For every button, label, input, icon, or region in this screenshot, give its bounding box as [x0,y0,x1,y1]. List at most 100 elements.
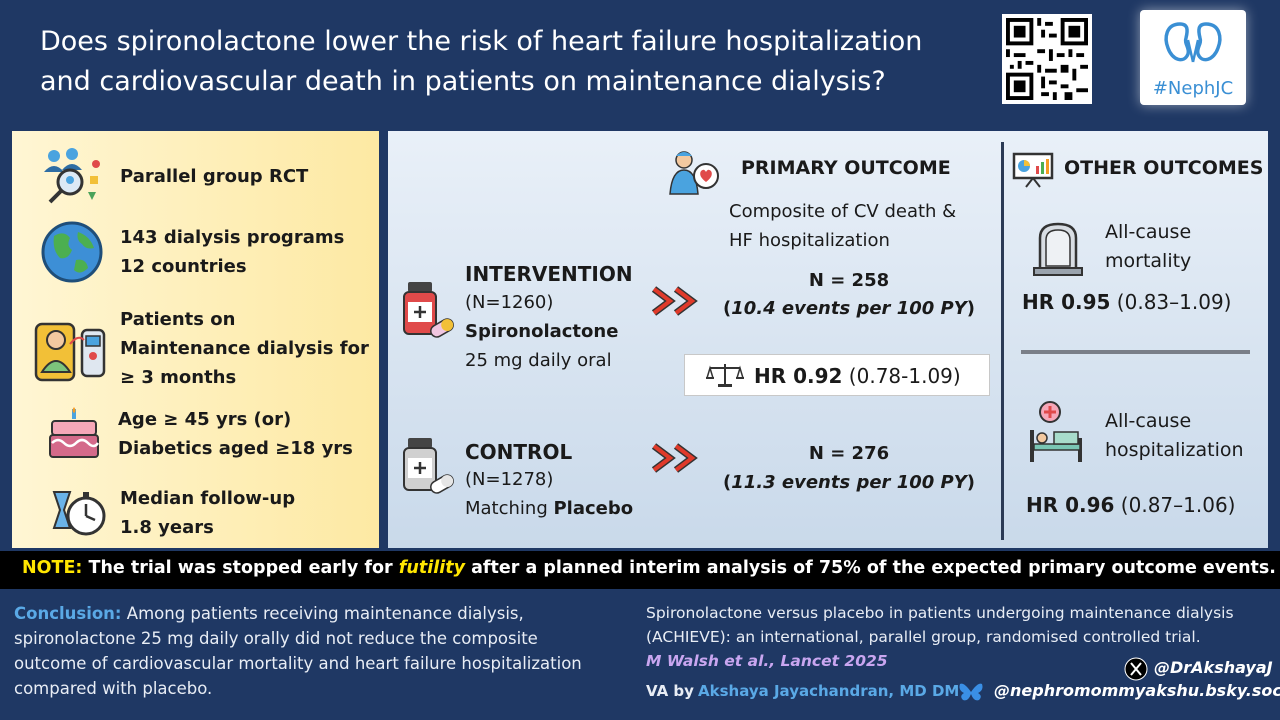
control-n: (N=1278) [465,469,554,490]
design-text: Diabetics aged ≥18 yrs [118,438,353,459]
note-bar [0,551,1280,589]
kidneys-icon [1164,22,1222,63]
design-item-followup: Median follow-up 1.8 years [50,484,295,542]
author-name: Akshaya Jayachandran, MD DM [698,682,960,700]
placebo-bottle-icon [403,438,454,494]
note-pre: The trial was stopped early for [82,558,399,578]
intervention-rate-line: (10.4 events per 100 PY) [723,298,975,319]
va-label: VA by [646,682,694,700]
title-line-1: Does spironolactone lower the risk of he… [40,26,923,57]
other-outcomes-heading: OTHER OUTCOMES [1064,157,1264,179]
intervention-dose: 25 mg daily oral [465,350,612,371]
design-text: Patients on [120,309,236,330]
birthday-cake-icon [49,407,100,458]
note-post: after a planned interim analysis of 75% … [464,558,1276,578]
intervention-n: (N=1260) [465,292,554,313]
design-text: 143 dialysis programs [120,227,345,248]
design-item-sites: 143 dialysis programs 12 countries [40,220,344,284]
primary-outcome-desc: HF hospitalization [729,230,890,251]
population-search-icon [44,148,100,204]
logo-text: #NephJC [1152,78,1234,99]
control-title: CONTROL [465,440,573,464]
bluesky-handle[interactable]: @nephromommyakshu.bsky.social [994,681,1280,700]
design-text-block: Age ≥ 45 yrs (or) Diabetics aged ≥18 yrs [118,405,353,463]
results-panel [388,131,1268,548]
x-logo-icon[interactable] [1124,657,1148,681]
design-text: Maintenance dialysis for [120,338,369,359]
design-item-population: Patients on Maintenance dialysis for ≥ 3… [34,305,369,392]
design-text-block: Patients on Maintenance dialysis for ≥ 3… [120,305,369,392]
conclusion-text: compared with placebo. [14,679,213,698]
intervention-title: INTERVENTION [465,262,633,286]
dialysis-patient-icon [34,322,106,381]
conclusion-label: Conclusion: [14,604,122,623]
bluesky-butterfly-icon[interactable] [958,680,984,704]
design-item-age: Age ≥ 45 yrs (or) Diabetics aged ≥18 yrs [48,405,353,463]
qr-code[interactable] [1002,14,1092,104]
stopwatch-icon [52,491,106,536]
hospitalization-label: All-cause [1105,410,1192,432]
design-text: Age ≥ 45 yrs (or) [118,409,292,430]
design-text: 12 countries [120,256,247,277]
primary-outcome-desc: Composite of CV death & [729,201,957,222]
presentation-chart-icon [1012,152,1054,188]
medicine-bottle-icon [403,282,454,338]
primary-hr-box [684,354,990,396]
design-text: 1.8 years [120,517,214,538]
mortality-hr-value: HR 0.95 [1022,290,1111,314]
note-text: NOTE: The trial was stopped early for fu… [22,558,1276,578]
vertical-divider [1001,142,1004,540]
conclusion-text: Among patients receiving maintenance dia… [121,604,524,623]
conclusion-text: outcome of cardiovascular mortality and … [14,654,582,673]
footer [0,592,1280,720]
design-text-block: Median follow-up 1.8 years [120,484,295,542]
control-drug: Placebo [553,498,634,519]
hospitalization-hr-value: HR 0.96 [1026,493,1115,517]
primary-outcome-heading: PRIMARY OUTCOME [741,157,951,179]
citation: Spironolactone versus placebo in patient… [646,601,1276,673]
globe-icon [41,221,103,283]
primary-hr-value: HR 0.92 [754,364,843,388]
note-label: NOTE: [22,558,83,578]
hospitalization-label: hospitalization [1105,439,1244,461]
control-rate: 11.3 events per 100 PY [731,472,967,493]
title-line-2: and cardiovascular death in patients on … [40,66,886,97]
mortality-label: mortality [1105,250,1192,272]
design-text: Median follow-up [120,488,296,509]
control-rate-line: (11.3 events per 100 PY) [723,472,975,493]
balance-scale-icon [706,364,744,387]
x-handle[interactable]: @DrAkshayaJ [1154,658,1273,677]
tombstone-icon [1033,222,1083,276]
nephjc-logo[interactable]: #NephJC [1140,10,1246,105]
design-text-block: 143 dialysis programs 12 countries [120,223,344,281]
control-events: N = 276 [808,443,890,464]
mortality-hr-ci: (0.83–1.09) [1110,290,1232,314]
design-text: Parallel group RCT [120,165,309,187]
citation-text: Spironolactone versus placebo in patient… [646,604,1234,622]
qr-code-icon [1006,18,1088,100]
design-text: ≥ 3 months [120,367,237,388]
conclusion: Conclusion: Among patients receiving mai… [14,601,614,701]
hospitalization-hr-ci: (0.87–1.06) [1114,493,1236,517]
design-item-rct: Parallel group RCT [40,146,308,206]
conclusion-text: spironolactone 25 mg daily orally did no… [14,629,538,648]
intervention-events: N = 258 [808,270,890,291]
citation-reference[interactable]: M Walsh et al., Lancet 2025 [646,652,888,670]
primary-hr: HR 0.92 (0.78-1.09) [754,364,961,388]
note-emphasis: futility [398,558,465,578]
doctor-heart-icon [669,151,719,195]
citation-text: (ACHIEVE): an international, parallel gr… [646,628,1201,646]
control-drug-line: Matching Placebo [465,498,633,519]
double-chevron-icon [652,443,698,473]
hospitalization-hr: HR 0.96 (0.87–1.06) [1026,493,1235,517]
primary-hr-ci: (0.78-1.09) [842,364,961,388]
page-title: Does spironolactone lower the risk of he… [40,22,980,102]
horizontal-divider [1021,350,1250,354]
control-prefix: Matching [465,498,554,519]
intervention-rate: 10.4 events per 100 PY [731,298,967,319]
hospital-bed-icon [1030,401,1082,462]
mortality-hr: HR 0.95 (0.83–1.09) [1022,290,1231,314]
intervention-drug: Spironolactone [465,321,619,342]
double-chevron-icon [652,286,698,316]
mortality-label: All-cause [1105,221,1192,243]
